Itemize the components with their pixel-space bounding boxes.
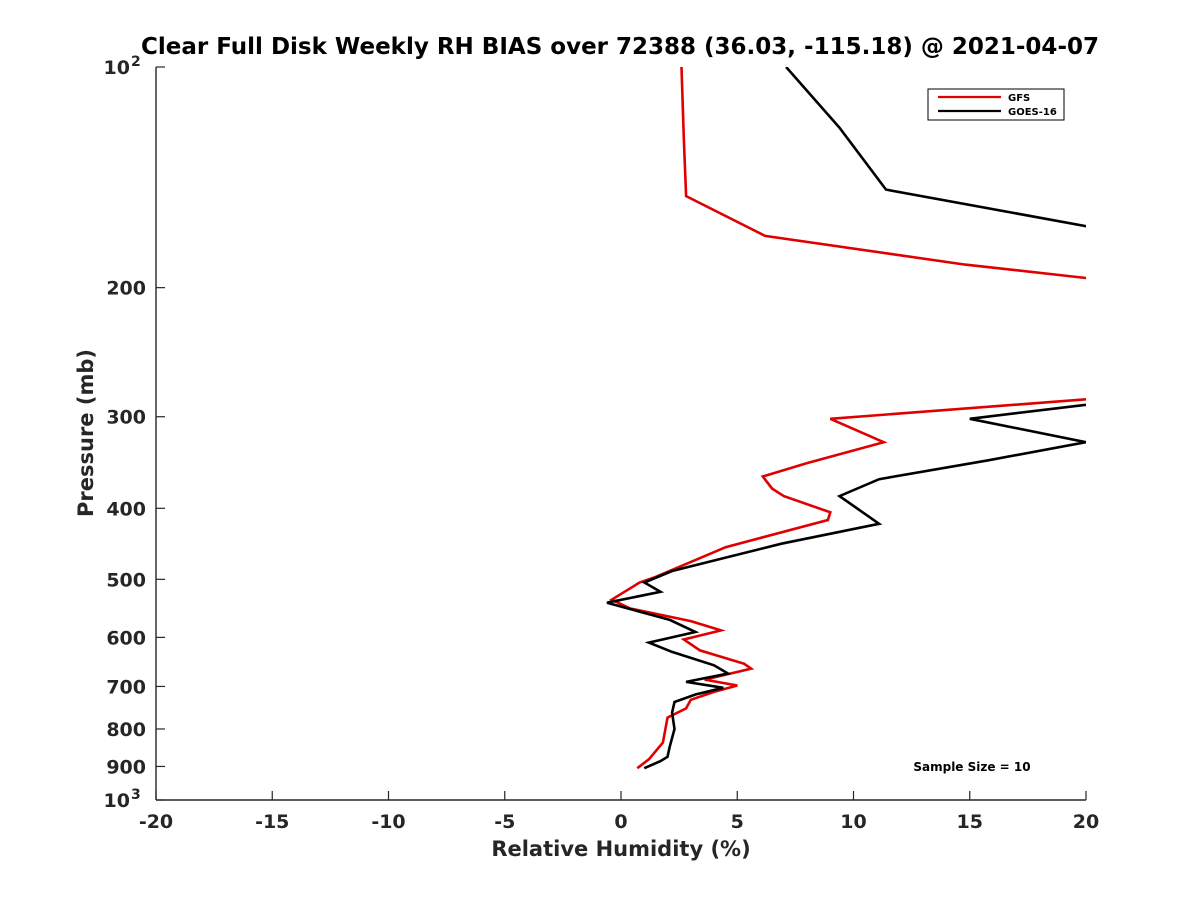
series-line-gfs bbox=[680, 67, 1086, 280]
y-tick-label: 300 bbox=[106, 407, 146, 429]
x-tick-label: 20 bbox=[1073, 811, 1099, 833]
y-tick-label: 500 bbox=[106, 569, 146, 591]
series-layer bbox=[606, 67, 1086, 770]
series-line-goes-16 bbox=[606, 403, 1086, 770]
y-tick-label-exponent: 2 bbox=[131, 54, 141, 70]
series-line-gfs bbox=[608, 398, 1086, 770]
y-axis-title: Pressure (mb) bbox=[74, 349, 98, 517]
x-tick-label: -5 bbox=[494, 811, 515, 833]
x-tick-label: 15 bbox=[957, 811, 983, 833]
x-tick-label: 10 bbox=[840, 811, 866, 833]
sample-size-annotation: Sample Size = 10 bbox=[913, 760, 1030, 774]
x-tick-label: -15 bbox=[255, 811, 289, 833]
y-tick-label: 400 bbox=[106, 498, 146, 520]
x-tick-label: -10 bbox=[371, 811, 405, 833]
x-tick-label: 0 bbox=[614, 811, 627, 833]
y-tick-label: 700 bbox=[106, 676, 146, 698]
y-tick-label: 600 bbox=[106, 627, 146, 649]
legend: GFS GOES-16 bbox=[927, 88, 1065, 121]
y-tick-label-base: 10 bbox=[104, 790, 130, 812]
x-axis-title: Relative Humidity (%) bbox=[491, 837, 750, 861]
legend-label-gfs: GFS bbox=[1008, 93, 1030, 104]
legend-label-goes16: GOES-16 bbox=[1008, 107, 1057, 118]
x-tick-label: 5 bbox=[731, 811, 744, 833]
legend-box bbox=[927, 88, 1065, 121]
y-tick-label: 200 bbox=[106, 278, 146, 300]
y-tick-label: 800 bbox=[106, 719, 146, 741]
y-tick-label: 900 bbox=[106, 756, 146, 778]
x-tick-label: -20 bbox=[139, 811, 173, 833]
series-line-goes-16 bbox=[785, 67, 1086, 228]
y-tick-label-base: 10 bbox=[104, 57, 130, 79]
y-tick-label-exponent: 3 bbox=[131, 787, 141, 803]
x-ticks: -20 -15 -10 -5 0 5 10 15 20 bbox=[139, 791, 1099, 833]
plot-area bbox=[156, 67, 1086, 800]
chart-title: Clear Full Disk Weekly RH BIAS over 7238… bbox=[141, 34, 1099, 60]
